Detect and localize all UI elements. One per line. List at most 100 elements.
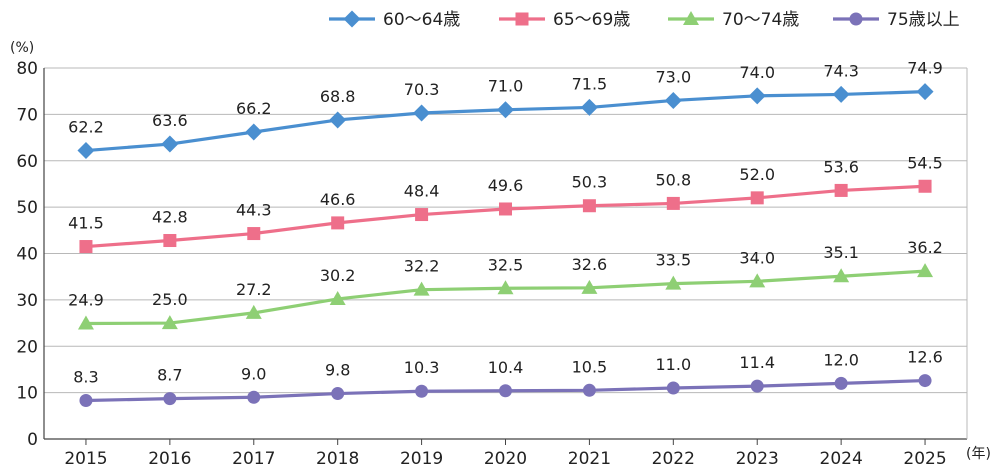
data-label: 27.2 [236,280,272,299]
data-label: 8.7 [157,366,182,385]
data-point [77,315,94,330]
x-tick-label: 2020 [484,449,527,469]
data-point [582,383,596,397]
x-tick-label: 2023 [736,449,779,469]
data-label: 11.0 [656,355,692,374]
data-point [163,392,177,406]
data-label: 70.3 [404,80,440,99]
data-point [163,234,177,248]
data-label: 11.4 [739,353,775,372]
series-1: 62.2 63.6 66.2 68.8 70.3 71.0 71.5 73.0 74.0 74.3… [68,59,943,160]
data-point [415,208,429,222]
legend-label: 60〜64歳 [383,10,460,30]
data-label: 32.2 [404,257,440,276]
data-point [832,85,850,103]
data-point [77,142,95,160]
data-label: 71.0 [488,77,524,96]
data-point [413,281,430,296]
series-2: 41.5 42.8 44.3 46.6 48.4 49.6 50.3 50.8 52.0 53.6… [68,153,943,254]
data-point [664,91,682,109]
data-label: 49.6 [488,176,524,195]
data-point [833,268,850,283]
data-point [247,227,261,241]
data-point [245,123,263,141]
data-point [497,280,514,295]
series-line [85,90,926,153]
data-point [329,111,347,129]
x-tick-label: 2024 [820,449,863,469]
data-point [666,196,680,210]
data-label: 10.4 [488,358,524,377]
data-point [499,384,512,398]
data-point [834,376,848,390]
legend-label: 65〜69歳 [553,10,630,30]
data-point [497,101,514,119]
x-axis-unit: (年) [966,446,991,462]
legend-marker [849,12,863,26]
legend-item-1: 60〜64歳 [329,10,460,30]
data-point [161,315,178,330]
data-label: 12.6 [907,348,943,367]
data-label: 73.0 [656,67,692,86]
data-point [748,87,766,105]
data-label: 8.3 [73,368,98,387]
data-point [665,275,682,290]
data-label: 46.6 [320,190,356,209]
legend-item-3: 70〜74歳 [668,10,799,30]
series-3: 24.9 25.0 27.2 30.2 32.2 32.5 32.6 33.5 34.0 35.1… [68,238,943,330]
data-label: 63.6 [152,111,188,130]
data-label: 52.0 [739,165,775,184]
legend-label: 70〜74歳 [722,10,799,30]
data-point [499,202,512,216]
data-label: 53.6 [823,157,859,176]
legend-item-4: 75歳以上 [833,10,960,30]
data-label: 9.8 [325,361,350,380]
series-line [85,269,926,326]
data-point [580,98,598,116]
data-point [331,387,345,401]
data-point [918,374,932,388]
y-tick-label: 30 [16,291,38,311]
legend-item-2: 65〜69歳 [499,10,630,30]
x-tick-label: 2017 [232,449,275,469]
data-point [161,135,179,153]
data-point [916,83,934,101]
data-label: 50.3 [572,173,608,192]
data-point [750,379,764,393]
data-label: 66.2 [236,99,272,118]
data-label: 54.5 [907,153,943,172]
y-tick-label: 0 [27,430,38,450]
x-tick-label: 2016 [148,449,191,469]
data-point [247,390,261,404]
data-label: 33.5 [656,251,692,270]
data-point [581,279,598,294]
data-label: 68.8 [320,87,356,106]
data-label: 34.0 [739,248,775,267]
data-label: 12.0 [823,350,859,369]
legend-marker [515,12,529,26]
data-point [834,183,848,197]
data-label: 42.8 [152,208,188,227]
data-point [79,240,93,254]
data-label: 10.3 [404,358,440,377]
legend-label: 75歳以上 [887,10,960,30]
y-tick-label: 10 [16,384,38,404]
y-tick-label: 20 [16,337,38,357]
x-tick-label: 2019 [400,449,443,469]
data-point [415,384,429,398]
data-point [666,381,680,395]
data-point [413,104,431,122]
data-label: 32.6 [572,255,608,274]
data-point [749,273,766,288]
x-tick-label: 2021 [568,449,611,469]
data-point [750,191,764,205]
series-layer: 62.2 63.6 66.2 68.8 70.3 71.0 71.5 73.0 74.0 74.3… [68,59,943,408]
series-4: 8.3 8.7 9.0 9.8 10.3 10.4 10.5 11.0 11.4 12.0 12.6 [73,348,943,408]
data-label: 36.2 [907,238,943,257]
x-tick-label: 2018 [316,449,359,469]
data-label: 25.0 [152,290,188,309]
y-tick-label: 50 [16,198,38,218]
data-label: 48.4 [404,182,440,201]
chart-legend: 60〜64歳 65〜69歳 70〜74歳 75歳以上 [329,10,960,30]
